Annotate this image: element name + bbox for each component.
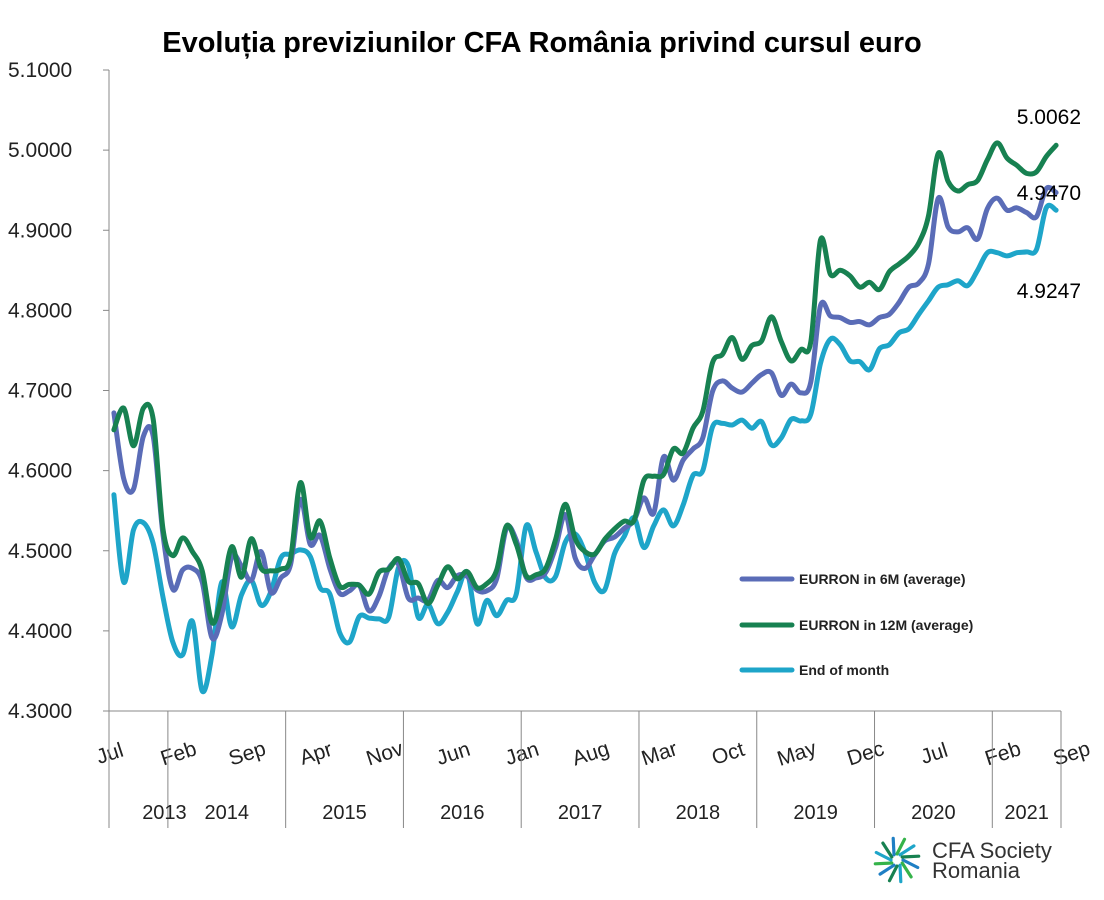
cfa-society-logo: CFA Society Romania xyxy=(873,836,1052,884)
y-tick-label: 5.0000 xyxy=(8,139,72,162)
chart-title: Evoluția previziunilor CFA România privi… xyxy=(162,27,922,59)
logo-ray xyxy=(887,864,899,883)
logo-ray xyxy=(891,836,896,857)
y-tick-label: 4.4000 xyxy=(8,620,72,643)
year-label: 2020 xyxy=(911,802,956,824)
legend-label: EURRON in 12M (average) xyxy=(799,617,973,633)
year-label: 2014 xyxy=(205,802,250,824)
logo-text-line2: Romania xyxy=(932,858,1021,883)
logo-ray xyxy=(898,844,916,857)
x-tick-label: Sep xyxy=(226,737,269,770)
chart-legend: EURRON in 6M (average) EURRON in 12M (ave… xyxy=(739,571,973,678)
y-tick-label: 4.5000 xyxy=(8,540,72,563)
x-tick-label: Oct xyxy=(709,738,747,770)
y-tick-label: 4.3000 xyxy=(8,700,72,723)
value-annotations: 5.0062 4.9470 4.9247 xyxy=(1017,106,1081,303)
x-tick-label: Nov xyxy=(363,737,406,771)
annotation-6m-last: 4.9470 xyxy=(1017,182,1081,205)
legend-label: End of month xyxy=(799,662,889,678)
y-tick-label: 4.7000 xyxy=(8,380,72,403)
logo-ray xyxy=(900,861,913,879)
logo-ray xyxy=(895,837,907,856)
logo-text-line1: CFA Society xyxy=(932,838,1052,863)
logo-ray xyxy=(898,863,903,884)
x-axis: Jul Feb Sep Apr Nov Jun Jan Aug Mar Oct May Dec Jul F… xyxy=(94,710,1093,828)
logo-ray xyxy=(873,861,894,866)
x-tick-label: May xyxy=(774,737,819,771)
logo-ray xyxy=(900,854,921,859)
year-label: 2015 xyxy=(322,802,367,824)
x-tick-label: Jun xyxy=(434,738,473,770)
annotation-eom-last: 4.9247 xyxy=(1017,280,1081,303)
year-label: 2017 xyxy=(558,802,603,824)
x-tick-label: Apr xyxy=(297,738,335,770)
plot-area xyxy=(111,140,1059,695)
logo-ray xyxy=(874,850,893,862)
y-tick-label: 4.8000 xyxy=(8,299,72,322)
x-tick-label: Jul xyxy=(94,739,127,769)
x-tick-label: Mar xyxy=(639,737,681,770)
legend-label: EURRON in 6M (average) xyxy=(799,571,965,587)
logo-ray xyxy=(881,841,894,859)
y-tick-label: 5.1000 xyxy=(8,59,72,82)
x-tick-label: Aug xyxy=(569,737,612,770)
cfa-logo-icon xyxy=(873,836,921,884)
y-tick-label: 4.9000 xyxy=(8,219,72,242)
series-line-0 xyxy=(111,184,1059,642)
annotation-12m-last: 5.0062 xyxy=(1017,106,1081,129)
x-tick-label: Dec xyxy=(844,737,887,770)
year-label: 2019 xyxy=(793,802,838,824)
year-label: 2013 xyxy=(142,802,187,824)
year-label: 2018 xyxy=(676,802,721,824)
series-line-1 xyxy=(111,140,1059,626)
x-tick-label: Feb xyxy=(982,737,1024,770)
year-label: 2016 xyxy=(440,802,485,824)
logo-ray xyxy=(878,863,896,876)
logo-ray xyxy=(901,858,920,870)
y-tick-label: 4.6000 xyxy=(8,460,72,483)
x-tick-label: Feb xyxy=(158,737,200,770)
x-tick-label: Sep xyxy=(1050,737,1093,770)
y-axis: 5.1000 5.0000 4.9000 4.8000 4.7000 4.6000 4.50… xyxy=(8,59,110,723)
x-tick-label: Jul xyxy=(918,739,951,769)
year-label: 2021 xyxy=(1004,802,1049,824)
x-tick-label: Jan xyxy=(502,738,541,770)
